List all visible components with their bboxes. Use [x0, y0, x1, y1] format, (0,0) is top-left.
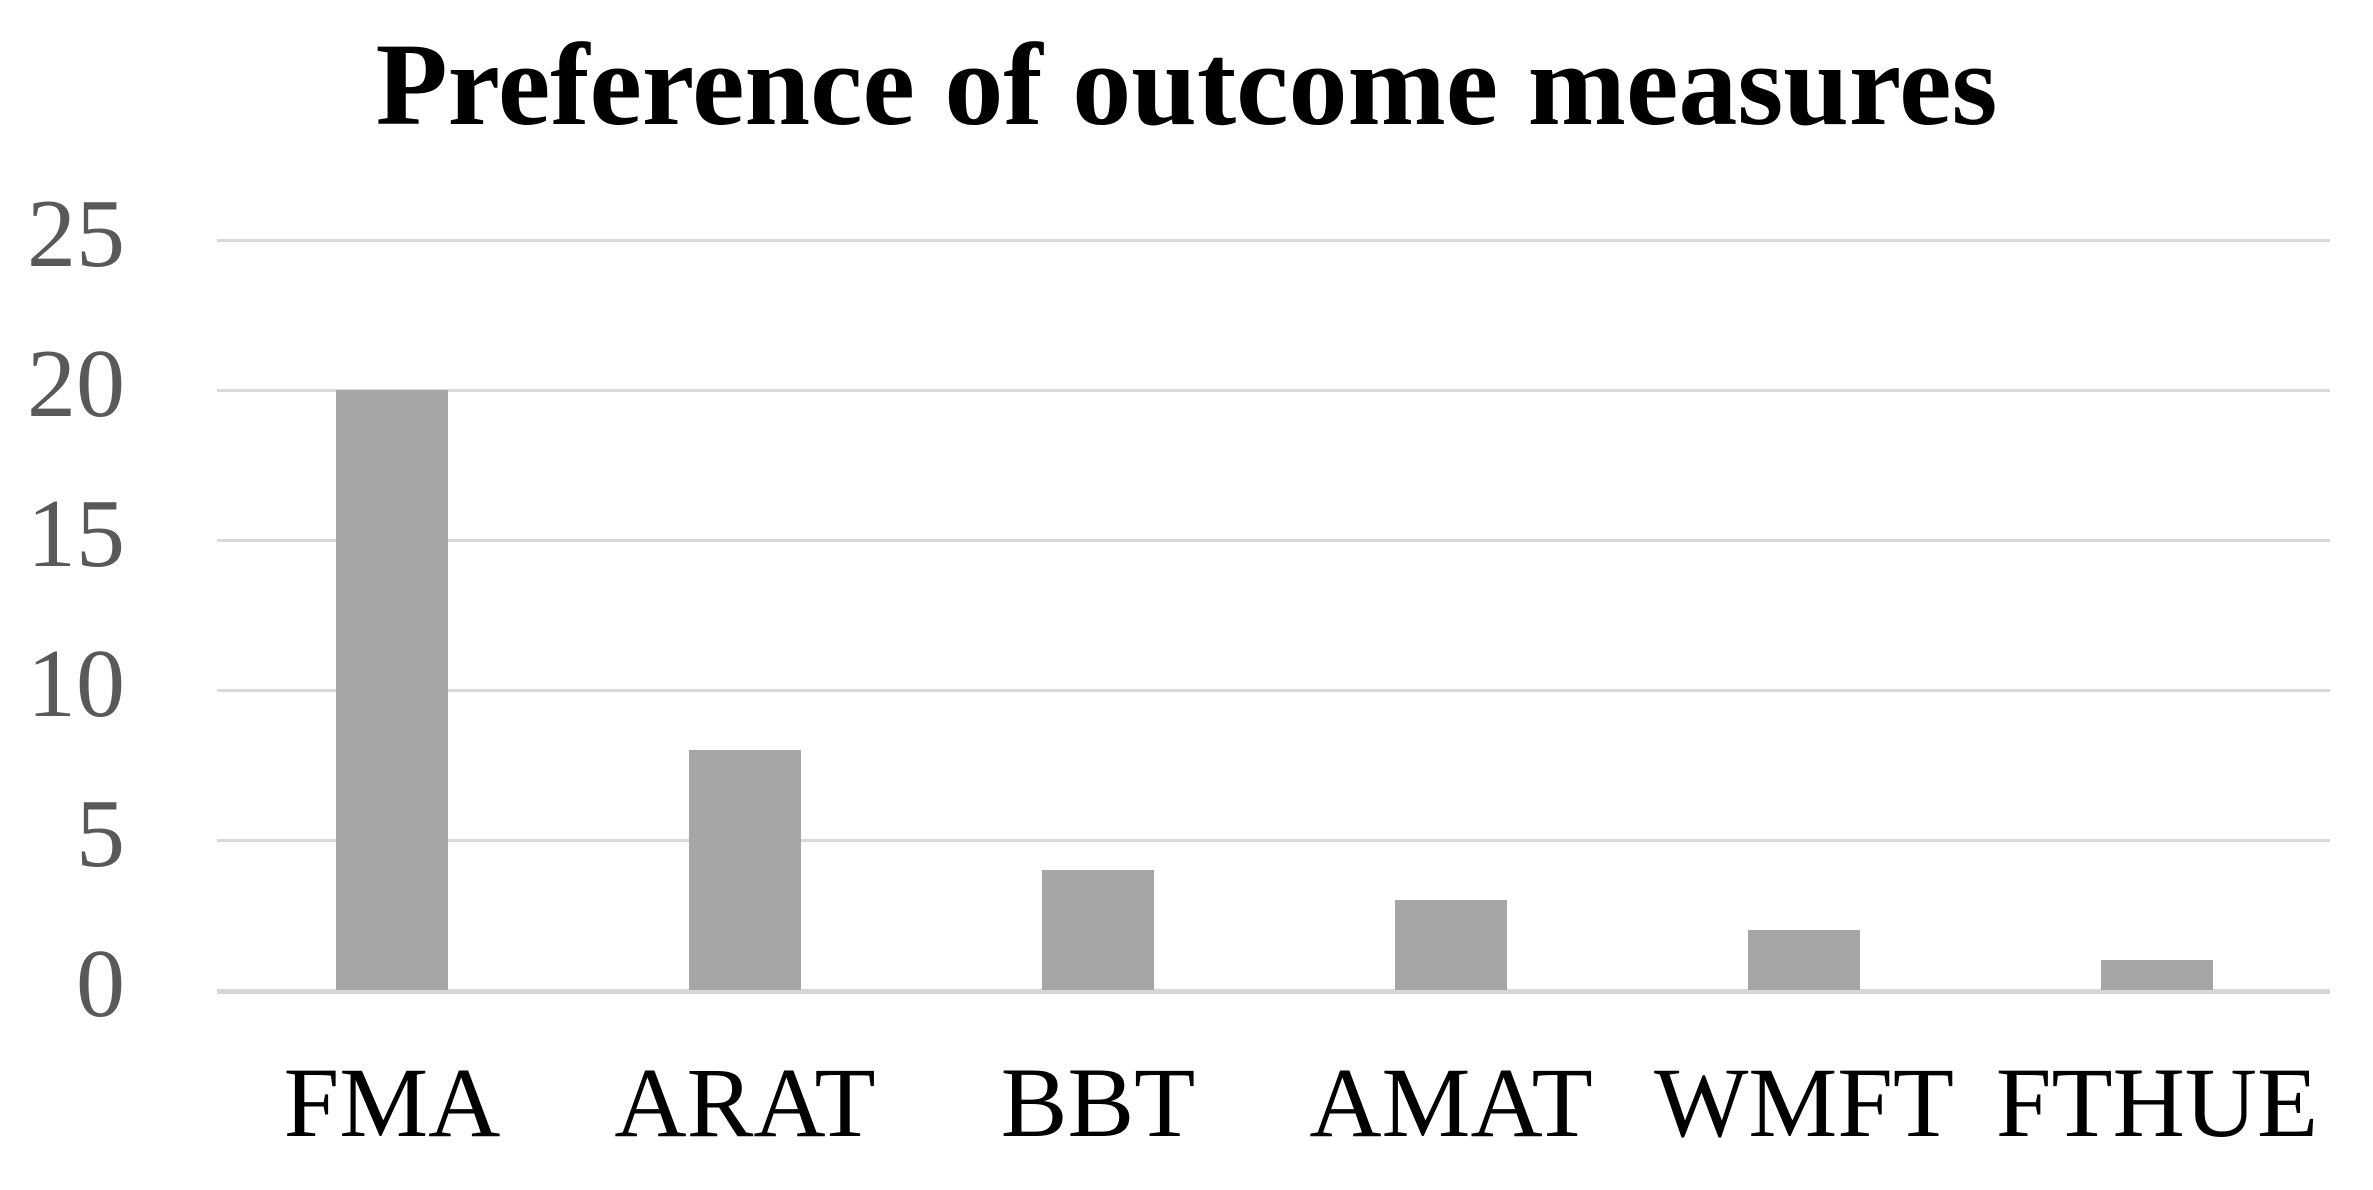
- y-axis-tick-label-20: 20: [27, 330, 125, 438]
- x-axis-category-label-bbt: BBT: [1000, 1047, 1196, 1158]
- gridline-5: [217, 839, 2330, 842]
- gridline-20: [217, 389, 2330, 392]
- y-axis-tick-label-5: 5: [76, 780, 125, 888]
- y-axis-tick-label-10: 10: [27, 630, 125, 738]
- bar-bbt: [1042, 870, 1154, 990]
- gridline-10: [217, 689, 2330, 692]
- y-axis-tick-label-15: 15: [27, 480, 125, 588]
- y-axis-tick-label-0: 0: [76, 930, 125, 1038]
- chart-title: Preference of outcome measures: [375, 19, 1998, 150]
- bar-amat: [1395, 900, 1507, 990]
- bar-wmft: [1748, 930, 1860, 990]
- gridline-15: [217, 539, 2330, 542]
- y-axis-tick-label-25: 25: [27, 180, 125, 288]
- gridline-25: [217, 239, 2330, 242]
- x-axis-category-label-fma: FMA: [283, 1047, 501, 1158]
- x-axis-category-label-wmft: WMFT: [1654, 1047, 1954, 1158]
- bar-fthue: [2101, 960, 2213, 990]
- bar-fma: [336, 390, 448, 990]
- bar-arat: [689, 750, 801, 990]
- x-axis-category-label-fthue: FTHUE: [1995, 1047, 2319, 1158]
- x-axis-category-label-amat: AMAT: [1309, 1047, 1593, 1158]
- x-axis-category-label-arat: ARAT: [614, 1047, 876, 1158]
- x-axis-line: [217, 989, 2330, 994]
